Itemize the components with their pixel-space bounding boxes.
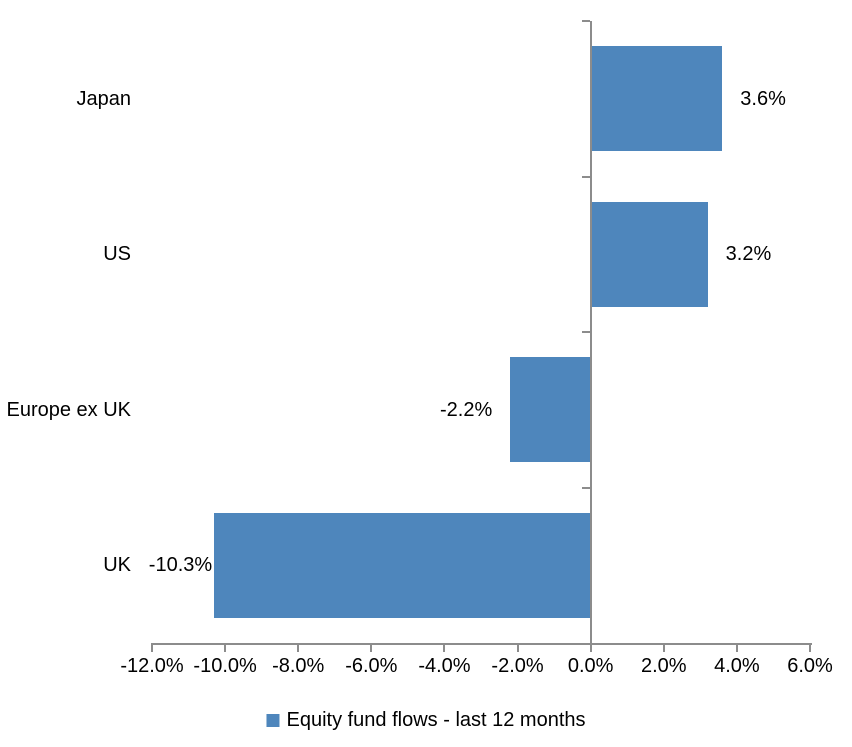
x-tick (297, 643, 300, 652)
x-tick (224, 643, 227, 652)
category-tick (581, 175, 590, 178)
legend-swatch-icon (266, 713, 280, 727)
x-tick (662, 643, 665, 652)
x-tick-label: -10.0% (193, 655, 257, 677)
category-tick (581, 20, 590, 22)
x-tick (443, 643, 446, 652)
category-tick (581, 331, 590, 333)
category-label: US (103, 243, 131, 266)
x-tick (370, 643, 373, 652)
bar-japan (590, 46, 723, 152)
x-tick-label: 0.0% (567, 655, 614, 677)
legend-label: Equity fund flows - last 12 months (286, 709, 586, 731)
x-tick-label: 4.0% (714, 655, 760, 677)
bar-uk (214, 512, 591, 618)
value-label: -10.3% (148, 554, 213, 577)
x-tick-label: 2.0% (640, 655, 687, 677)
bar-europe-ex-uk (510, 357, 591, 463)
x-tick-label: -6.0% (345, 655, 398, 677)
legend: Equity fund flows - last 12 months (266, 707, 586, 733)
x-tick (809, 643, 811, 652)
value-label: 3.6% (740, 87, 786, 110)
category-label: Japan (76, 87, 132, 110)
x-tick-label: 6.0% (787, 655, 833, 677)
x-axis-line (152, 643, 812, 645)
x-tick-label: -8.0% (272, 655, 325, 677)
bar-us (590, 201, 708, 307)
x-tick (151, 643, 153, 652)
value-label: -2.2% (440, 398, 493, 421)
x-tick (589, 643, 592, 652)
x-tick-label: -12.0% (120, 655, 184, 677)
x-tick (516, 643, 519, 652)
value-label: 3.2% (725, 243, 772, 266)
zero-axis-line (589, 21, 592, 652)
x-tick-label: -4.0% (418, 655, 471, 677)
x-tick (735, 643, 738, 652)
category-tick (581, 486, 590, 489)
category-label: UK (103, 554, 131, 577)
x-tick-label: -2.0% (491, 655, 544, 677)
category-label: Europe ex UK (6, 398, 131, 421)
